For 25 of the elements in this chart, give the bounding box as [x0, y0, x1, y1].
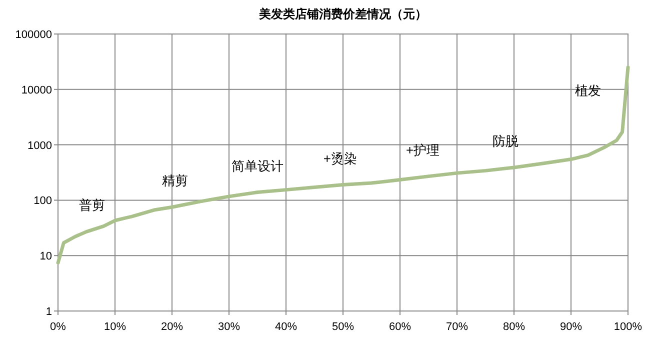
annotation: 普剪	[79, 198, 106, 213]
x-tick-label: 0%	[50, 321, 66, 333]
x-tick-label: 40%	[274, 321, 298, 333]
annotation: +护理	[406, 142, 440, 158]
y-tick-label: 100	[34, 195, 52, 208]
annotation: +烫染	[323, 150, 357, 166]
annotation: 防脱	[492, 133, 518, 148]
x-tick-label: 10%	[104, 321, 126, 333]
x-tick-label: 70%	[446, 321, 468, 333]
chart-title: 美发类店铺消费价差情况（元）	[258, 7, 427, 21]
x-tick-label: 30%	[218, 321, 240, 333]
x-tick-label: 80%	[502, 321, 526, 333]
y-tick-label: 1	[46, 306, 52, 318]
annotation: 植发	[575, 83, 602, 98]
y-tick-label: 10000	[21, 84, 52, 96]
annotation: 精剪	[162, 173, 188, 188]
y-tick-label: 1000	[28, 140, 52, 152]
x-tick-label: 90%	[560, 321, 582, 333]
x-tick-label: 50%	[332, 321, 354, 333]
x-tick-label: 100%	[614, 321, 642, 333]
x-tick-label: 60%	[388, 321, 412, 333]
y-tick-label: 100000	[15, 29, 52, 41]
annotation: 简单设计	[232, 158, 284, 174]
x-tick-label: 20%	[160, 321, 184, 333]
y-tick-label: 10	[40, 250, 52, 263]
